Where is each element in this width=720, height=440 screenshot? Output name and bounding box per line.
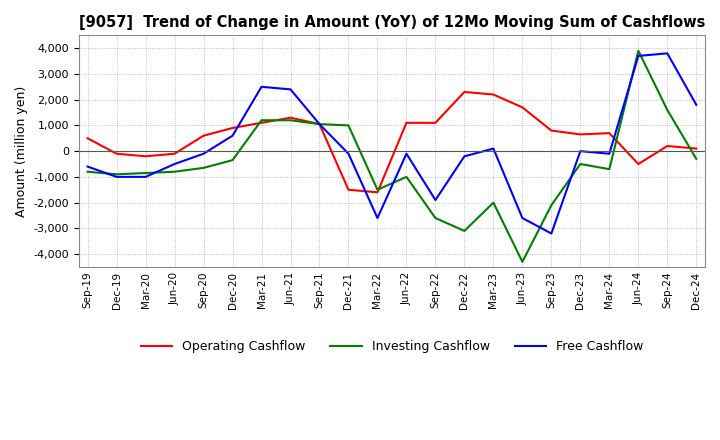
Operating Cashflow: [344, 187, 353, 192]
Operating Cashflow: [518, 105, 527, 110]
Operating Cashflow: [112, 151, 121, 156]
Line: Free Cashflow: Free Cashflow: [88, 53, 696, 234]
Free Cashflow: [199, 151, 208, 156]
Free Cashflow: [663, 51, 672, 56]
Free Cashflow: [489, 146, 498, 151]
Free Cashflow: [315, 121, 324, 127]
Y-axis label: Amount (million yen): Amount (million yen): [15, 85, 28, 217]
Free Cashflow: [402, 151, 411, 156]
Investing Cashflow: [692, 156, 701, 161]
Free Cashflow: [286, 87, 294, 92]
Investing Cashflow: [112, 172, 121, 177]
Operating Cashflow: [373, 190, 382, 195]
Investing Cashflow: [257, 117, 266, 123]
Free Cashflow: [576, 149, 585, 154]
Operating Cashflow: [576, 132, 585, 137]
Free Cashflow: [112, 174, 121, 180]
Investing Cashflow: [170, 169, 179, 174]
Investing Cashflow: [199, 165, 208, 171]
Free Cashflow: [344, 151, 353, 156]
Operating Cashflow: [692, 146, 701, 151]
Free Cashflow: [692, 102, 701, 107]
Operating Cashflow: [84, 136, 92, 141]
Free Cashflow: [634, 53, 643, 59]
Investing Cashflow: [344, 123, 353, 128]
Operating Cashflow: [199, 133, 208, 138]
Operating Cashflow: [141, 154, 150, 159]
Title: [9057]  Trend of Change in Amount (YoY) of 12Mo Moving Sum of Cashflows: [9057] Trend of Change in Amount (YoY) o…: [78, 15, 705, 30]
Operating Cashflow: [286, 115, 294, 120]
Operating Cashflow: [547, 128, 556, 133]
Legend: Operating Cashflow, Investing Cashflow, Free Cashflow: Operating Cashflow, Investing Cashflow, …: [135, 335, 648, 358]
Investing Cashflow: [315, 121, 324, 127]
Free Cashflow: [605, 151, 613, 156]
Operating Cashflow: [634, 161, 643, 167]
Investing Cashflow: [84, 169, 92, 174]
Investing Cashflow: [605, 166, 613, 172]
Free Cashflow: [373, 216, 382, 221]
Free Cashflow: [460, 154, 469, 159]
Operating Cashflow: [489, 92, 498, 97]
Investing Cashflow: [373, 187, 382, 192]
Investing Cashflow: [663, 107, 672, 113]
Line: Investing Cashflow: Investing Cashflow: [88, 51, 696, 262]
Free Cashflow: [257, 84, 266, 89]
Operating Cashflow: [460, 89, 469, 95]
Operating Cashflow: [663, 143, 672, 149]
Investing Cashflow: [141, 170, 150, 176]
Investing Cashflow: [489, 200, 498, 205]
Free Cashflow: [141, 174, 150, 180]
Investing Cashflow: [228, 158, 237, 163]
Free Cashflow: [431, 198, 440, 203]
Operating Cashflow: [431, 120, 440, 125]
Operating Cashflow: [402, 120, 411, 125]
Investing Cashflow: [547, 202, 556, 208]
Investing Cashflow: [634, 48, 643, 53]
Investing Cashflow: [460, 228, 469, 234]
Operating Cashflow: [315, 121, 324, 127]
Free Cashflow: [84, 164, 92, 169]
Investing Cashflow: [286, 117, 294, 123]
Free Cashflow: [547, 231, 556, 236]
Free Cashflow: [228, 133, 237, 138]
Operating Cashflow: [170, 151, 179, 156]
Free Cashflow: [518, 216, 527, 221]
Operating Cashflow: [228, 125, 237, 131]
Investing Cashflow: [402, 174, 411, 180]
Operating Cashflow: [257, 120, 266, 125]
Operating Cashflow: [605, 131, 613, 136]
Investing Cashflow: [431, 216, 440, 221]
Line: Operating Cashflow: Operating Cashflow: [88, 92, 696, 192]
Free Cashflow: [170, 161, 179, 167]
Investing Cashflow: [518, 259, 527, 264]
Investing Cashflow: [576, 161, 585, 167]
